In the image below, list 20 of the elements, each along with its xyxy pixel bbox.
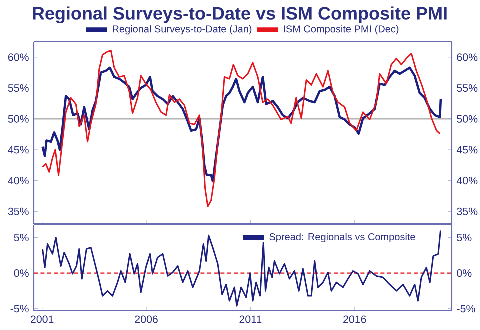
y-tick-label: 0%: [14, 270, 29, 278]
x-tick-label: 2001: [31, 316, 54, 324]
legend-label: Spread: Regionals vs Composite: [270, 233, 416, 242]
y-tick-label: 50%: [457, 115, 478, 123]
y-tick-label: -5%: [10, 305, 29, 313]
y-tick-label: 55%: [457, 84, 478, 92]
line-series: [42, 50, 441, 208]
line-series: [42, 66, 442, 183]
line-series: [42, 230, 442, 307]
y-tick-label: 5%: [14, 234, 29, 242]
chart-title: Regional Surveys-to-Date vs ISM Composite PMI: [33, 6, 447, 24]
y-tick-label: 40%: [456, 177, 478, 185]
x-tick-label: 2016: [344, 316, 366, 324]
legend-label: ISM Composite PMI (Dec): [284, 25, 399, 35]
y-tick-label: 45%: [456, 146, 478, 154]
legend-label: Regional Surveys-to-Date (Jan): [113, 25, 252, 35]
y-tick-label: 35%: [457, 208, 478, 216]
x-tick-label: 2006: [135, 316, 158, 324]
y-tick-label: 60%: [457, 54, 478, 62]
x-tick-label: 2011: [240, 316, 262, 324]
